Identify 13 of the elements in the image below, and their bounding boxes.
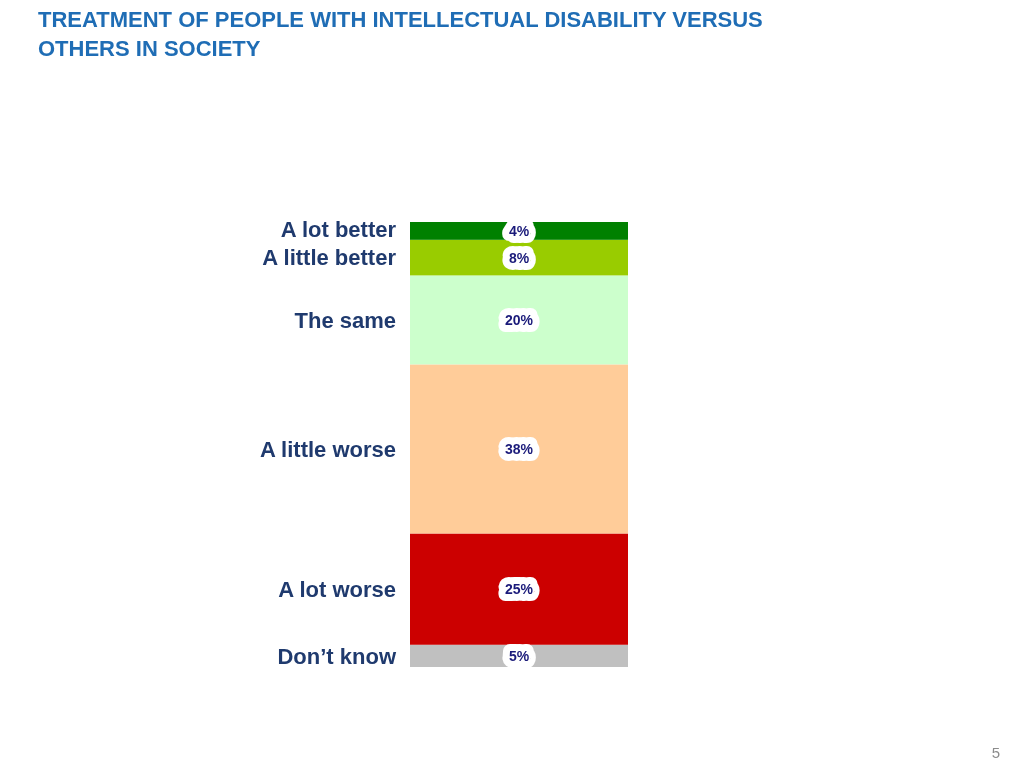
series-label: A little worse bbox=[259, 436, 396, 462]
chart-title: TREATMENT OF PEOPLE WITH INTELLECTUAL DISABILITY VERSUS OTHERS IN SOCIETY bbox=[38, 7, 763, 61]
series-label: A little better bbox=[262, 245, 397, 271]
bar bbox=[410, 275, 628, 365]
series-label: Don’t know bbox=[277, 643, 397, 669]
data-label: 5% bbox=[508, 647, 530, 664]
text: 5 bbox=[991, 744, 1000, 761]
bar bbox=[410, 533, 628, 645]
series-label: A lot worse bbox=[278, 576, 396, 602]
series-label: The same bbox=[294, 307, 396, 333]
series-label: A lot better bbox=[280, 217, 397, 243]
bar bbox=[410, 364, 628, 534]
data-label: 20% bbox=[504, 311, 534, 328]
